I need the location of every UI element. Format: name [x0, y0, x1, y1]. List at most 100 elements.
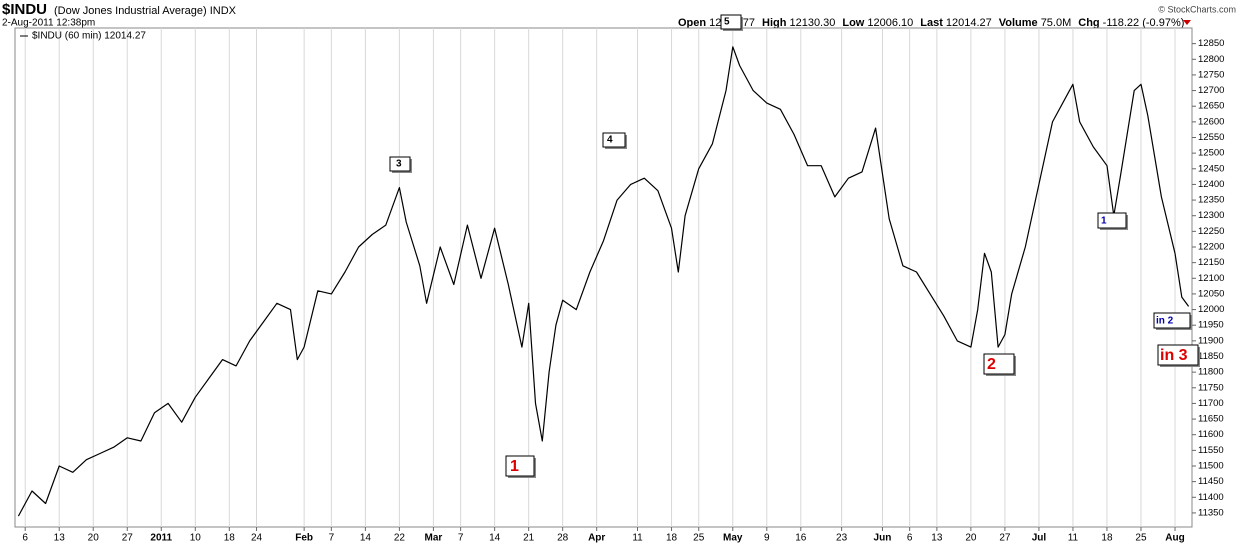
price-line	[17, 46, 1190, 517]
annotation: 3	[396, 159, 402, 170]
x-tick-label: 6	[22, 533, 28, 544]
y-tick-label: 12600	[1198, 116, 1224, 127]
quote-label: Volume	[999, 17, 1038, 29]
y-tick-label: 12000	[1198, 304, 1224, 315]
y-tick-label: 11700	[1198, 398, 1224, 409]
x-tick-label: 16	[795, 533, 807, 544]
grid: 6 13 20 27 2011 10 18 24 Feb 7 14 22 Mar 7 14 21 28 Apr 11…	[22, 28, 1224, 544]
annotation: 1	[1101, 216, 1107, 227]
x-tick-label: 10	[190, 533, 202, 544]
quote-value: -118.22 (-0.97%)	[1103, 17, 1185, 29]
plot	[17, 46, 1190, 517]
quote-value: 12006.10	[867, 17, 913, 29]
y-tick-label: 12100	[1198, 273, 1224, 284]
y-tick-label: 11450	[1198, 476, 1224, 487]
quote-value: 12130.30	[789, 17, 835, 29]
y-tick-label: 12650	[1198, 101, 1224, 112]
y-tick-label: 12350	[1198, 195, 1224, 206]
x-tick-label: 6	[907, 533, 913, 544]
y-tick-label: 11950	[1198, 320, 1224, 331]
x-tick-label: 22	[394, 533, 406, 544]
x-tick-label: 14	[489, 533, 501, 544]
x-tick-label: 7	[329, 533, 335, 544]
x-tick-label: Jun	[874, 533, 892, 544]
x-tick-label: Aug	[1165, 533, 1184, 544]
y-tick-label: 11900	[1198, 335, 1224, 346]
x-tick-label: 24	[251, 533, 263, 544]
annotation-box	[720, 14, 742, 30]
x-tick-label: Feb	[295, 533, 313, 544]
y-tick-label: 11550	[1198, 445, 1224, 456]
timestamp: 2-Aug-2011 12:38pm	[2, 18, 95, 29]
x-tick-label: May	[723, 533, 743, 544]
x-tick-label: 27	[999, 533, 1011, 544]
y-tick-label: 11650	[1198, 414, 1224, 425]
x-tick-label: 14	[360, 533, 372, 544]
y-tick-label: 12800	[1198, 54, 1224, 65]
y-tick-label: 12400	[1198, 179, 1224, 190]
down-arrow	[1183, 20, 1191, 25]
x-tick-label: 11	[632, 533, 643, 544]
x-tick-label: 20	[965, 533, 977, 544]
x-tick-label: 25	[693, 533, 705, 544]
x-tick-label: 20	[88, 533, 100, 544]
legend-label: $INDU (60 min) 12014.27	[32, 31, 146, 42]
plot-frame	[14, 27, 1193, 528]
quote-value: 12014.27	[946, 17, 992, 29]
x-tick-label: 11	[1068, 533, 1079, 544]
x-tick-label: 25	[1135, 533, 1147, 544]
quote-value: 75.0M	[1041, 17, 1072, 29]
y-tick-label: 11600	[1198, 429, 1224, 440]
x-tick-label: Mar	[425, 533, 443, 544]
annotation: 5	[724, 17, 730, 28]
chart-title: $INDU	[2, 1, 47, 18]
watermark: © StockCharts.com	[1158, 4, 1236, 14]
chart-subtitle: (Dow Jones Industrial Average) INDX	[54, 5, 237, 17]
annotation-box	[1157, 344, 1199, 366]
annotations: 3 4 5 1 2 1 in 2 in 3	[389, 14, 1200, 478]
y-tick-label: 11400	[1198, 492, 1224, 503]
annotation-box	[602, 132, 626, 148]
annotation-box	[1153, 312, 1191, 329]
annotation-box	[983, 353, 1015, 375]
annotation-box	[505, 455, 535, 477]
quote-label: Open	[678, 17, 706, 29]
x-tick-label: 13	[931, 533, 943, 544]
annotation: in 2	[1156, 316, 1174, 327]
quote-label: Last	[920, 17, 943, 29]
y-tick-label: 12150	[1198, 257, 1224, 268]
annotation-box	[389, 156, 411, 172]
quote-bar: Open12132.77High12130.30Low12006.10Last1…	[678, 17, 1184, 29]
y-tick-label: 12300	[1198, 210, 1224, 221]
y-tick-label: 12700	[1198, 85, 1224, 96]
x-tick-label: 21	[523, 533, 535, 544]
x-tick-label: 18	[666, 533, 678, 544]
y-tick-label: 11500	[1198, 461, 1224, 472]
y-tick-label: 11800	[1198, 367, 1224, 378]
quote-label: High	[762, 17, 787, 29]
annotation: in 3	[1160, 347, 1188, 364]
y-tick-label: 12250	[1198, 226, 1224, 237]
quote-label: Low	[842, 17, 864, 29]
x-tick-label: 13	[54, 533, 66, 544]
x-tick-label: 2011	[150, 533, 172, 544]
quote-label: Chg	[1078, 17, 1099, 29]
x-tick-label: 7	[458, 533, 464, 544]
x-tick-label: 9	[764, 533, 770, 544]
y-tick-label: 12750	[1198, 69, 1224, 80]
annotation: 2	[987, 356, 996, 373]
y-tick-label: 12550	[1198, 132, 1224, 143]
y-tick-label: 12500	[1198, 148, 1224, 159]
annotation-box	[1097, 212, 1127, 229]
x-tick-label: 18	[1101, 533, 1113, 544]
annotation: 4	[607, 135, 613, 146]
y-tick-label: 12850	[1198, 38, 1224, 49]
x-tick-label: 18	[224, 533, 236, 544]
y-tick-label: 12200	[1198, 242, 1224, 253]
x-tick-label: Jul	[1032, 533, 1047, 544]
y-tick-label: 11750	[1198, 382, 1224, 393]
y-tick-label: 12450	[1198, 163, 1224, 174]
x-tick-label: Apr	[588, 533, 605, 544]
y-tick-label: 11850	[1198, 351, 1224, 362]
